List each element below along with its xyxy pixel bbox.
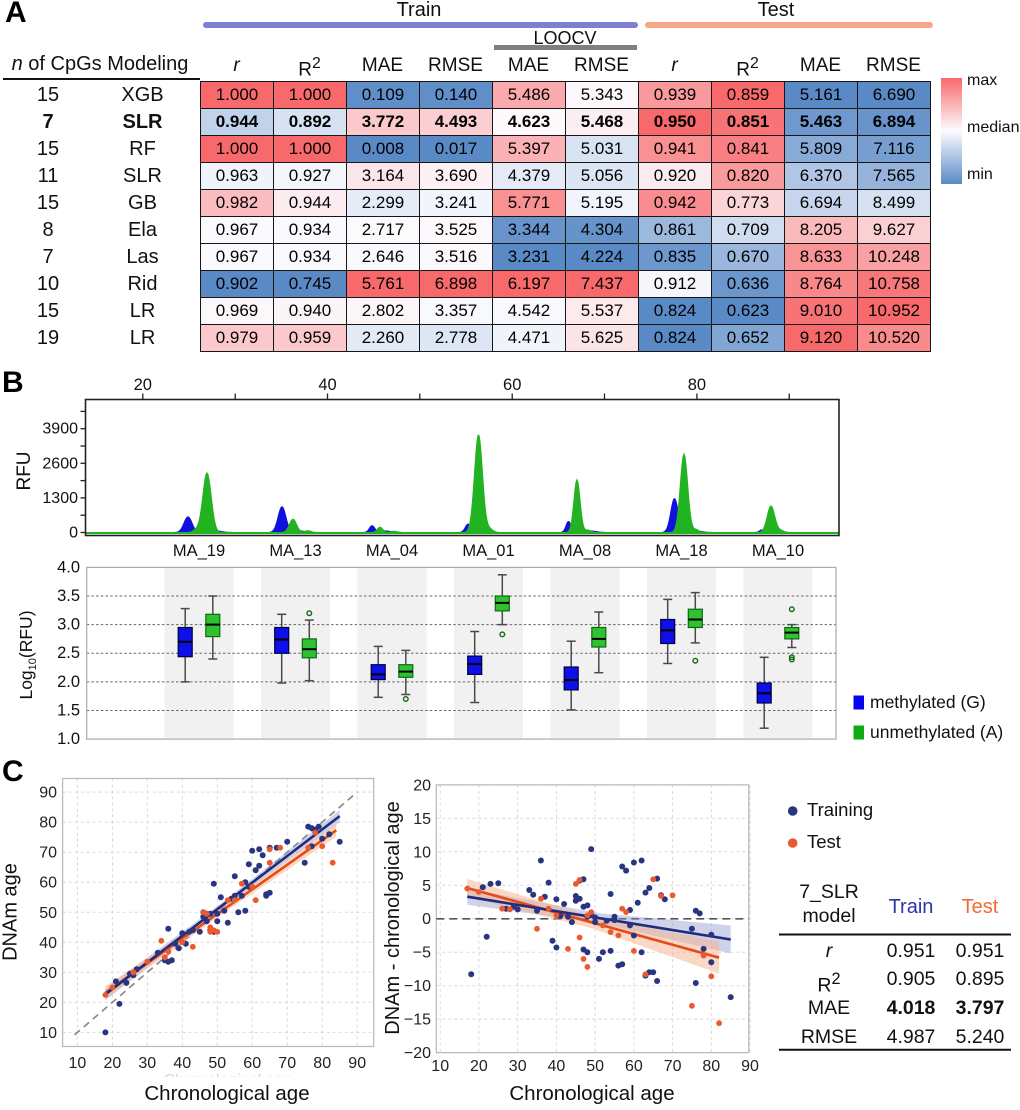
svg-text:DNAm - chronological age: DNAm - chronological age bbox=[382, 801, 404, 1034]
svg-text:50: 50 bbox=[586, 1058, 604, 1075]
svg-text:20: 20 bbox=[134, 376, 152, 394]
svg-text:60: 60 bbox=[243, 1055, 261, 1072]
svg-text:15: 15 bbox=[413, 811, 431, 828]
svg-text:3.0: 3.0 bbox=[57, 616, 80, 634]
svg-text:60: 60 bbox=[503, 376, 521, 394]
svg-text:70: 70 bbox=[664, 1058, 682, 1075]
svg-text:0: 0 bbox=[69, 525, 78, 542]
svg-text:1.5: 1.5 bbox=[57, 702, 80, 720]
svg-text:10: 10 bbox=[39, 1025, 57, 1042]
svg-text:methylated (G): methylated (G) bbox=[870, 692, 986, 712]
svg-text:1300: 1300 bbox=[42, 490, 78, 507]
svg-text:2.0: 2.0 bbox=[57, 673, 80, 691]
svg-text:80: 80 bbox=[313, 1055, 331, 1072]
svg-text:−5: −5 bbox=[413, 945, 431, 962]
svg-text:10: 10 bbox=[431, 1058, 449, 1075]
svg-text:1.0: 1.0 bbox=[57, 730, 80, 748]
svg-text:20: 20 bbox=[104, 1055, 122, 1072]
svg-text:0: 0 bbox=[422, 911, 431, 928]
svg-text:40: 40 bbox=[548, 1058, 566, 1075]
svg-text:Test: Test bbox=[807, 831, 841, 852]
svg-text:DNAm age: DNAm age bbox=[0, 863, 22, 961]
svg-text:Chronological age: Chronological age bbox=[144, 1082, 309, 1105]
svg-text:3.5: 3.5 bbox=[57, 587, 80, 605]
svg-text:−10: −10 bbox=[404, 978, 431, 995]
svg-text:40: 40 bbox=[173, 1055, 191, 1072]
svg-text:−20: −20 bbox=[404, 1045, 431, 1062]
svg-text:80: 80 bbox=[39, 815, 57, 832]
svg-text:70: 70 bbox=[39, 845, 57, 862]
svg-text:Chronological age: Chronological age bbox=[164, 1072, 293, 1089]
svg-text:90: 90 bbox=[39, 785, 57, 802]
svg-text:RFU: RFU bbox=[14, 451, 35, 490]
svg-text:MA_19: MA_19 bbox=[173, 542, 225, 560]
svg-text:20: 20 bbox=[470, 1058, 488, 1075]
svg-text:MA_18: MA_18 bbox=[655, 542, 707, 560]
svg-text:30: 30 bbox=[138, 1055, 156, 1072]
svg-text:80: 80 bbox=[702, 1058, 720, 1075]
svg-text:Training: Training bbox=[807, 799, 873, 820]
svg-text:30: 30 bbox=[39, 965, 57, 982]
svg-text:2600: 2600 bbox=[42, 455, 78, 472]
svg-text:−15: −15 bbox=[404, 1012, 431, 1029]
svg-text:5: 5 bbox=[422, 878, 431, 895]
svg-text:MA_08: MA_08 bbox=[559, 542, 611, 560]
svg-text:20: 20 bbox=[413, 777, 431, 794]
svg-text:80: 80 bbox=[688, 376, 706, 394]
svg-text:60: 60 bbox=[39, 875, 57, 892]
svg-text:70: 70 bbox=[278, 1055, 296, 1072]
svg-text:20: 20 bbox=[39, 995, 57, 1012]
svg-text:4.0: 4.0 bbox=[57, 558, 80, 576]
svg-text:40: 40 bbox=[318, 376, 336, 394]
svg-text:50: 50 bbox=[208, 1055, 226, 1072]
svg-text:40: 40 bbox=[39, 935, 57, 952]
svg-text:30: 30 bbox=[509, 1058, 527, 1075]
svg-text:MA_01: MA_01 bbox=[462, 542, 514, 560]
svg-text:10: 10 bbox=[69, 1055, 87, 1072]
svg-text:MA_04: MA_04 bbox=[366, 542, 418, 560]
svg-text:10: 10 bbox=[413, 844, 431, 861]
svg-text:90: 90 bbox=[348, 1055, 366, 1072]
svg-text:60: 60 bbox=[625, 1058, 643, 1075]
svg-text:unmethylated (A): unmethylated (A) bbox=[870, 722, 1003, 742]
svg-text:Log10(RFU): Log10(RFU) bbox=[16, 610, 39, 699]
svg-text:MA_10: MA_10 bbox=[752, 542, 804, 560]
svg-text:3900: 3900 bbox=[42, 421, 78, 438]
svg-text:MA_13: MA_13 bbox=[269, 542, 321, 560]
svg-text:2.5: 2.5 bbox=[57, 644, 80, 662]
svg-text:50: 50 bbox=[39, 905, 57, 922]
svg-text:90: 90 bbox=[741, 1058, 759, 1075]
svg-text:Chronological age: Chronological age bbox=[509, 1082, 674, 1105]
